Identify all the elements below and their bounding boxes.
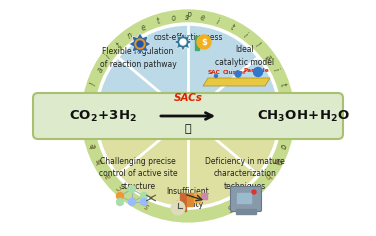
Text: e: e [200, 13, 206, 23]
Text: k: k [128, 193, 136, 203]
Text: t: t [252, 183, 261, 192]
Text: i: i [85, 129, 95, 132]
Text: i: i [215, 17, 220, 26]
FancyBboxPatch shape [230, 186, 261, 211]
Text: S: S [85, 111, 94, 116]
Text: Ideal
catalytic model: Ideal catalytic model [215, 45, 274, 67]
Polygon shape [174, 33, 192, 51]
Circle shape [129, 185, 135, 193]
Text: n: n [281, 97, 291, 103]
Text: c: c [115, 183, 124, 192]
Circle shape [141, 193, 147, 199]
FancyBboxPatch shape [33, 93, 343, 139]
Text: e: e [140, 22, 148, 33]
Text: b: b [262, 171, 272, 180]
Bar [180, 193, 186, 211]
Text: a: a [104, 171, 114, 180]
Text: s: s [185, 13, 189, 21]
Polygon shape [203, 78, 270, 86]
Circle shape [80, 8, 296, 224]
Text: Insufficient
stability: Insufficient stability [167, 187, 209, 209]
Text: P: P [271, 156, 282, 164]
Bar [187, 193, 193, 206]
Text: o: o [170, 13, 176, 23]
Text: l: l [253, 42, 261, 49]
Text: i: i [104, 54, 113, 61]
Text: t: t [155, 17, 161, 26]
Text: Particle: Particle [243, 68, 269, 73]
Text: t: t [281, 128, 291, 133]
Bar [201, 193, 207, 199]
Bar [195, 36, 199, 50]
Circle shape [136, 40, 144, 48]
Text: l: l [89, 82, 99, 87]
Wedge shape [96, 24, 280, 116]
Text: P: P [186, 13, 191, 21]
Text: k: k [281, 127, 291, 133]
Text: t: t [85, 114, 94, 117]
Text: 🔥: 🔥 [185, 124, 191, 134]
Wedge shape [96, 116, 280, 208]
Text: Cluster: Cluster [223, 69, 247, 75]
Text: e: e [89, 142, 99, 149]
Circle shape [214, 75, 217, 77]
Text: t: t [114, 41, 123, 50]
Text: S: S [225, 201, 233, 211]
Circle shape [141, 198, 147, 206]
Text: $\mathbf{CO_2\!+\!3H_2}$: $\mathbf{CO_2\!+\!3H_2}$ [69, 109, 137, 124]
Text: s: s [282, 112, 291, 116]
Circle shape [137, 41, 143, 47]
Circle shape [235, 71, 241, 77]
Bar [237, 193, 251, 203]
Text: o: o [277, 142, 287, 149]
Text: s: s [94, 156, 104, 164]
Text: Deficiency in mature
characterization
techniques: Deficiency in mature characterization te… [205, 157, 285, 191]
Text: b: b [95, 157, 105, 166]
Text: SACs: SACs [174, 93, 202, 103]
Text: e: e [282, 113, 291, 118]
Text: SAC: SAC [208, 71, 220, 76]
Circle shape [197, 35, 211, 49]
Text: e: e [85, 127, 95, 133]
Text: i: i [86, 98, 95, 101]
Text: a: a [95, 66, 105, 74]
Circle shape [252, 190, 256, 194]
Circle shape [253, 67, 262, 76]
Text: $: $ [201, 38, 207, 46]
Text: i: i [242, 31, 249, 40]
Circle shape [117, 198, 123, 206]
Circle shape [171, 201, 185, 215]
Text: t: t [89, 143, 99, 149]
Circle shape [180, 39, 186, 45]
Text: i: i [271, 67, 280, 73]
Bar [194, 193, 200, 202]
Circle shape [135, 39, 145, 49]
Text: a: a [262, 53, 273, 62]
Text: a: a [271, 157, 281, 165]
Text: Challenging precise
control of active site
structure: Challenging precise control of active si… [99, 157, 177, 191]
Text: Flexible regulation
of reaction pathway: Flexible regulation of reaction pathway [100, 47, 176, 69]
Bar [236, 209, 256, 214]
Text: $\mathbf{CH_3OH\!+\!H_2O}$: $\mathbf{CH_3OH\!+\!H_2O}$ [257, 109, 349, 124]
Circle shape [117, 193, 123, 199]
Text: n: n [126, 30, 135, 41]
Text: t: t [229, 23, 235, 32]
Text: c: c [277, 143, 287, 150]
Text: e: e [239, 193, 248, 203]
Text: t: t [277, 82, 287, 87]
Text: cost-effectiveness: cost-effectiveness [153, 34, 223, 42]
Circle shape [129, 198, 135, 206]
Polygon shape [129, 33, 151, 55]
Text: s: s [143, 201, 150, 211]
